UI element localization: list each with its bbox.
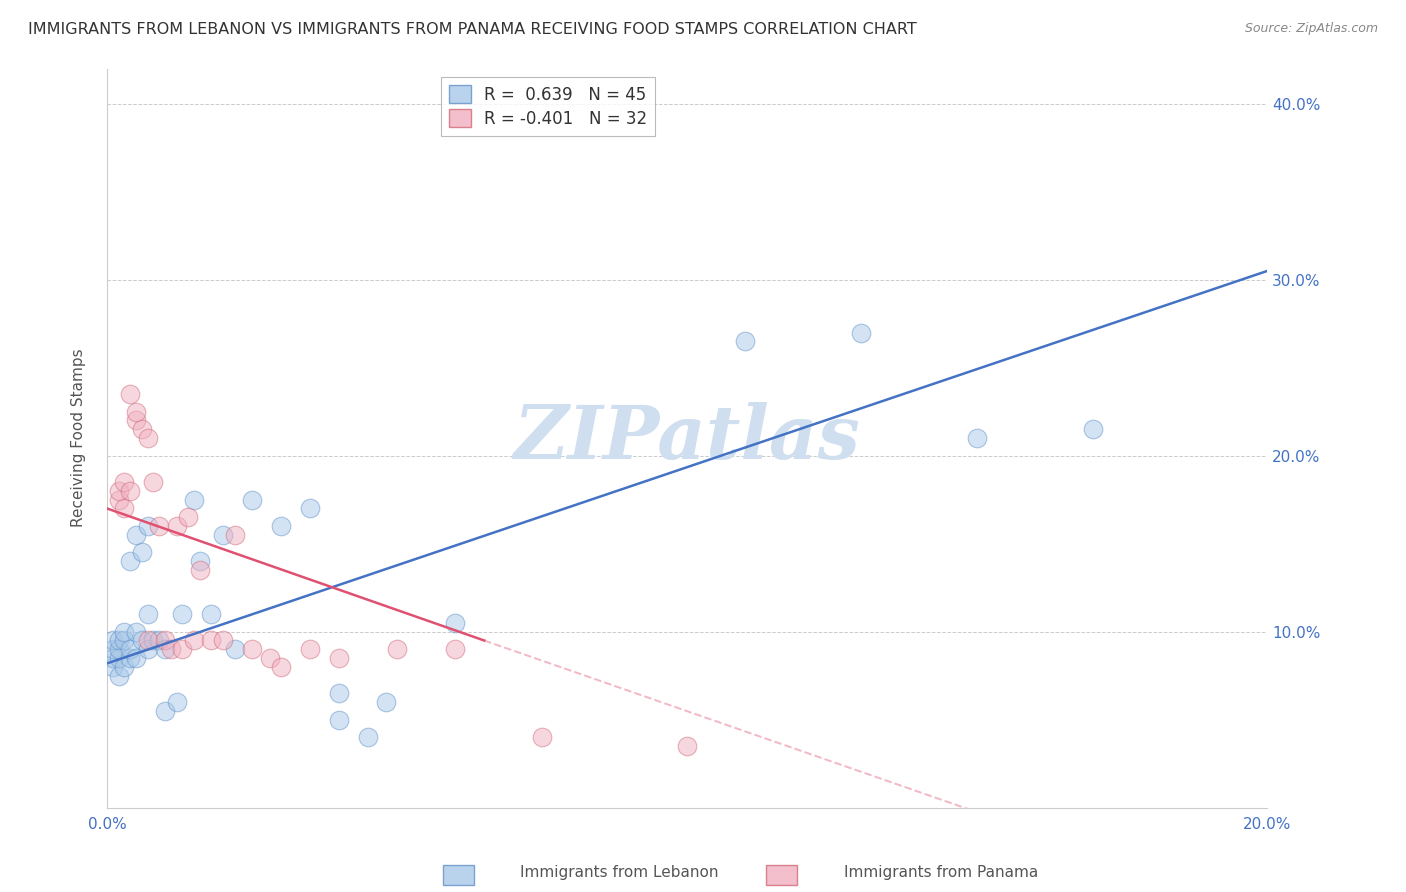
Point — [385, 642, 408, 657]
Point — [374, 695, 396, 709]
Y-axis label: Receiving Food Stamps: Receiving Food Stamps — [72, 349, 86, 527]
Point — [107, 668, 129, 682]
Point — [136, 633, 159, 648]
Point — [136, 519, 159, 533]
Point — [125, 413, 148, 427]
Point — [183, 492, 205, 507]
Text: Source: ZipAtlas.com: Source: ZipAtlas.com — [1244, 22, 1378, 36]
Legend: R =  0.639   N = 45, R = -0.401   N = 32: R = 0.639 N = 45, R = -0.401 N = 32 — [440, 77, 655, 136]
Point — [299, 642, 322, 657]
Point — [212, 528, 235, 542]
Point — [676, 739, 699, 753]
Point — [120, 651, 142, 665]
Point — [136, 607, 159, 621]
Point — [240, 492, 263, 507]
Point — [101, 660, 124, 674]
Point — [153, 642, 176, 657]
Point — [200, 633, 222, 648]
Point — [107, 642, 129, 657]
Point — [270, 519, 292, 533]
Point — [299, 501, 322, 516]
Point — [142, 633, 165, 648]
Point — [148, 633, 170, 648]
Point — [188, 554, 211, 568]
Point — [357, 731, 380, 745]
Point — [107, 483, 129, 498]
Point — [120, 642, 142, 657]
Point — [120, 554, 142, 568]
Point — [153, 633, 176, 648]
Point — [120, 387, 142, 401]
Point — [172, 642, 194, 657]
Point — [107, 492, 129, 507]
Point — [328, 713, 350, 727]
Point — [114, 624, 136, 639]
Point — [125, 651, 148, 665]
Point — [240, 642, 263, 657]
Point — [136, 431, 159, 445]
Point — [183, 633, 205, 648]
Point — [966, 431, 988, 445]
Point — [166, 695, 188, 709]
Point — [328, 651, 350, 665]
Point — [114, 660, 136, 674]
Point — [444, 642, 467, 657]
Point — [131, 422, 153, 436]
Point — [259, 651, 281, 665]
Point — [125, 528, 148, 542]
Point — [444, 615, 467, 630]
Point — [120, 483, 142, 498]
Point — [125, 405, 148, 419]
Point — [136, 642, 159, 657]
Point — [107, 633, 129, 648]
Point — [166, 519, 188, 533]
Text: Immigrants from Panama: Immigrants from Panama — [844, 865, 1038, 880]
Text: Immigrants from Lebanon: Immigrants from Lebanon — [520, 865, 718, 880]
Point — [114, 633, 136, 648]
Point — [153, 704, 176, 718]
Point — [188, 563, 211, 577]
Point — [101, 651, 124, 665]
Text: IMMIGRANTS FROM LEBANON VS IMMIGRANTS FROM PANAMA RECEIVING FOOD STAMPS CORRELAT: IMMIGRANTS FROM LEBANON VS IMMIGRANTS FR… — [28, 22, 917, 37]
Point — [131, 633, 153, 648]
Text: ZIPatlas: ZIPatlas — [513, 402, 860, 475]
Point — [531, 731, 554, 745]
Point — [148, 519, 170, 533]
Point — [851, 326, 873, 340]
Point — [101, 642, 124, 657]
Point — [142, 475, 165, 489]
Point — [131, 545, 153, 559]
Point — [224, 642, 246, 657]
Point — [200, 607, 222, 621]
Point — [114, 475, 136, 489]
Point — [1083, 422, 1105, 436]
Point — [114, 501, 136, 516]
Point — [212, 633, 235, 648]
Point — [101, 633, 124, 648]
Point — [160, 642, 183, 657]
Point — [270, 660, 292, 674]
Point — [734, 334, 756, 349]
Point — [224, 528, 246, 542]
Point — [172, 607, 194, 621]
Point — [328, 686, 350, 700]
Point — [107, 651, 129, 665]
Point — [177, 510, 200, 524]
Point — [125, 624, 148, 639]
